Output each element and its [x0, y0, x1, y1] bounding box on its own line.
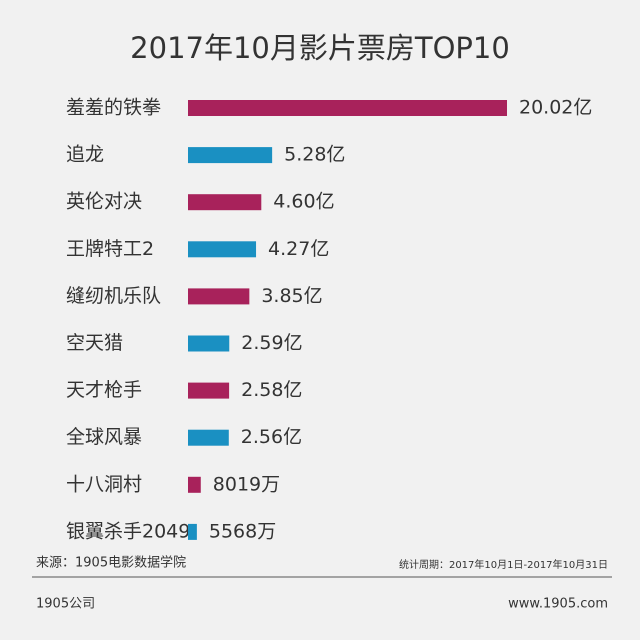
- bar: [188, 100, 507, 116]
- category-label: 银翼杀手2049: [66, 520, 190, 542]
- bar: [188, 335, 230, 352]
- category-label: 追龙: [66, 144, 104, 166]
- category-label: 天才枪手: [66, 379, 142, 401]
- value-label: 20.02亿: [519, 97, 592, 119]
- value-label: 8019万: [213, 473, 280, 495]
- value-label: 2.56亿: [241, 426, 302, 448]
- chart-title: 2017年10月影片票房TOP10: [130, 31, 510, 65]
- category-label: 羞羞的铁拳: [66, 97, 161, 119]
- value-label: 2.59亿: [241, 332, 302, 354]
- category-label: 十八洞村: [66, 473, 142, 495]
- bar: [188, 476, 201, 493]
- bar: [188, 147, 273, 164]
- bar: [188, 382, 230, 399]
- category-label: 英伦对决: [66, 191, 142, 213]
- category-label: 缝纫机乐队: [66, 285, 161, 307]
- bar: [188, 429, 229, 446]
- footer-right: www.1905.com: [508, 597, 608, 612]
- bar: [188, 288, 250, 305]
- value-label: 5.28亿: [284, 144, 345, 166]
- bar: [188, 523, 197, 540]
- value-label: 4.27亿: [268, 238, 329, 260]
- value-label: 5568万: [209, 520, 276, 542]
- category-label: 空天猎: [66, 332, 123, 354]
- value-label: 4.60亿: [273, 191, 334, 213]
- source: 来源：1905电影数据学院: [36, 555, 186, 571]
- category-label: 全球风暴: [66, 426, 142, 448]
- bar: [188, 241, 257, 258]
- note: 统计周期：2017年10月1日-2017年10月31日: [399, 558, 608, 571]
- value-label: 2.58亿: [241, 379, 302, 401]
- category-label: 王牌特工2: [66, 238, 154, 260]
- value-label: 3.85亿: [261, 285, 322, 307]
- bar: [188, 194, 262, 211]
- footer-left: 1905公司: [36, 597, 95, 612]
